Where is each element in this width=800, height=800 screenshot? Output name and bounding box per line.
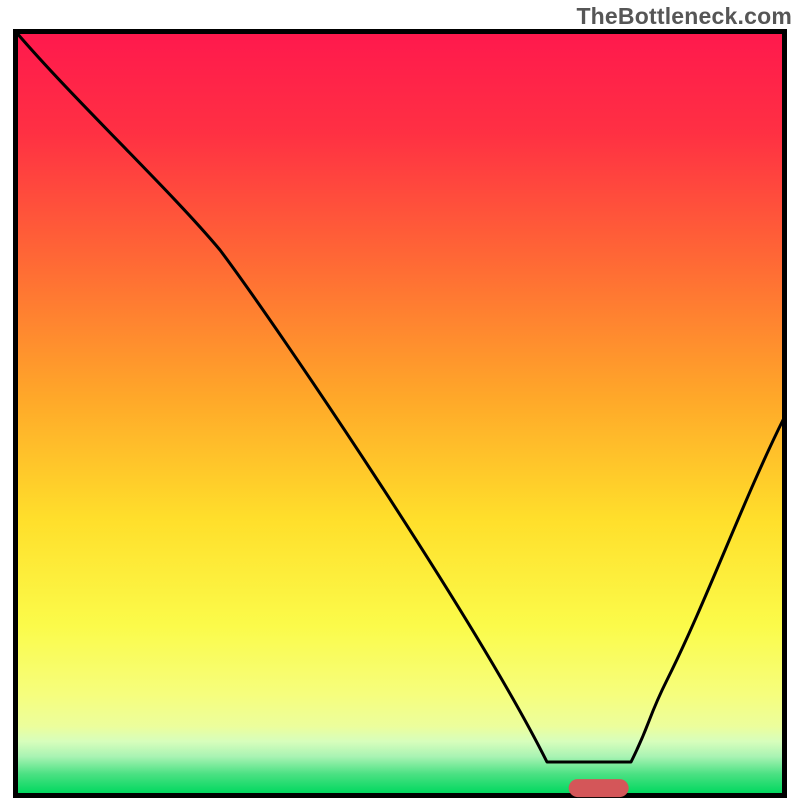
bottleneck-chart xyxy=(0,0,800,800)
optimal-marker xyxy=(569,779,629,797)
watermark-text: TheBottleneck.com xyxy=(576,3,792,30)
